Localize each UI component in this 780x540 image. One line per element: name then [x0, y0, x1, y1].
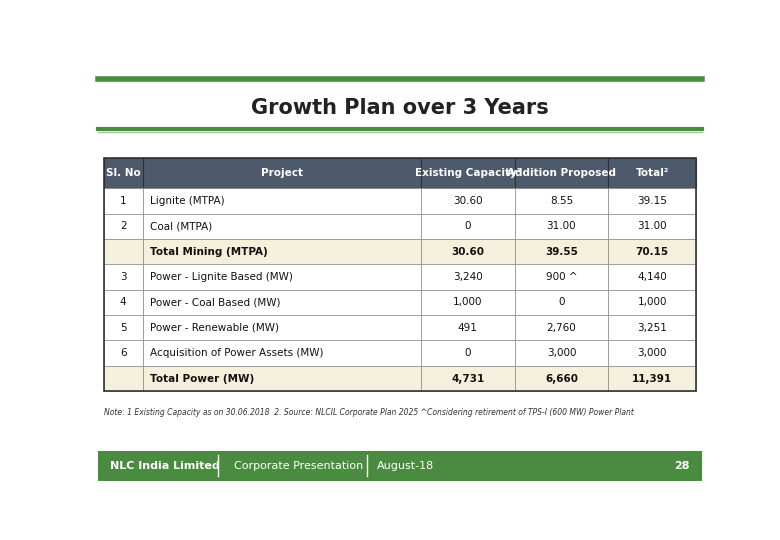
FancyBboxPatch shape: [608, 188, 696, 214]
Text: Power - Lignite Based (MW): Power - Lignite Based (MW): [150, 272, 293, 282]
Text: 39.15: 39.15: [637, 196, 667, 206]
FancyBboxPatch shape: [608, 158, 696, 188]
FancyBboxPatch shape: [515, 158, 608, 188]
FancyBboxPatch shape: [104, 366, 143, 391]
Text: Total²: Total²: [636, 168, 668, 178]
FancyBboxPatch shape: [98, 451, 702, 481]
Text: 1: 1: [120, 196, 126, 206]
FancyBboxPatch shape: [143, 366, 421, 391]
Text: 0: 0: [558, 298, 565, 307]
Text: 3,240: 3,240: [453, 272, 483, 282]
Text: 8.55: 8.55: [550, 196, 573, 206]
Text: 6: 6: [120, 348, 126, 358]
FancyBboxPatch shape: [421, 214, 515, 239]
FancyBboxPatch shape: [421, 341, 515, 366]
Text: Lignite (MTPA): Lignite (MTPA): [150, 196, 225, 206]
Text: 70.15: 70.15: [636, 247, 668, 256]
FancyBboxPatch shape: [104, 158, 143, 188]
FancyBboxPatch shape: [104, 239, 143, 265]
Text: 28: 28: [675, 461, 690, 471]
Text: Project: Project: [261, 168, 303, 178]
Text: Note: 1 Existing Capacity as on 30.06.2018  2. Source: NLCIL Corporate Plan 2025: Note: 1 Existing Capacity as on 30.06.20…: [104, 408, 633, 417]
FancyBboxPatch shape: [608, 214, 696, 239]
FancyBboxPatch shape: [104, 214, 143, 239]
FancyBboxPatch shape: [515, 188, 608, 214]
FancyBboxPatch shape: [143, 188, 421, 214]
FancyBboxPatch shape: [143, 158, 421, 188]
Text: NLC India Limited: NLC India Limited: [109, 461, 219, 471]
Text: Power - Renewable (MW): Power - Renewable (MW): [150, 323, 279, 333]
Text: Total Power (MW): Total Power (MW): [150, 374, 254, 383]
FancyBboxPatch shape: [608, 366, 696, 391]
Text: 6,660: 6,660: [545, 374, 578, 383]
Text: 1,000: 1,000: [637, 298, 667, 307]
Text: 4,140: 4,140: [637, 272, 667, 282]
Text: Power - Coal Based (MW): Power - Coal Based (MW): [150, 298, 281, 307]
Text: 5: 5: [120, 323, 126, 333]
Text: 3,000: 3,000: [547, 348, 576, 358]
Text: 3,251: 3,251: [637, 323, 667, 333]
Text: 0: 0: [465, 221, 471, 231]
Text: August-18: August-18: [377, 461, 434, 471]
Text: Existing Capacity¹: Existing Capacity¹: [415, 168, 521, 178]
Text: 3,000: 3,000: [637, 348, 667, 358]
Text: Growth Plan over 3 Years: Growth Plan over 3 Years: [251, 98, 548, 118]
FancyBboxPatch shape: [421, 239, 515, 265]
FancyBboxPatch shape: [421, 290, 515, 315]
Text: Corporate Presentation: Corporate Presentation: [233, 461, 363, 471]
FancyBboxPatch shape: [515, 315, 608, 341]
Text: 1,000: 1,000: [453, 298, 483, 307]
Text: 491: 491: [458, 323, 477, 333]
FancyBboxPatch shape: [104, 341, 143, 366]
Text: 39.55: 39.55: [545, 247, 578, 256]
FancyBboxPatch shape: [421, 366, 515, 391]
FancyBboxPatch shape: [104, 315, 143, 341]
FancyBboxPatch shape: [421, 158, 515, 188]
FancyBboxPatch shape: [608, 290, 696, 315]
Text: 4: 4: [120, 298, 126, 307]
FancyBboxPatch shape: [143, 214, 421, 239]
FancyBboxPatch shape: [515, 214, 608, 239]
FancyBboxPatch shape: [143, 290, 421, 315]
Text: Coal (MTPA): Coal (MTPA): [150, 221, 212, 231]
FancyBboxPatch shape: [421, 188, 515, 214]
FancyBboxPatch shape: [104, 265, 143, 290]
Text: 30.60: 30.60: [453, 196, 483, 206]
FancyBboxPatch shape: [143, 315, 421, 341]
Text: 4,731: 4,731: [451, 374, 484, 383]
Text: 31.00: 31.00: [547, 221, 576, 231]
FancyBboxPatch shape: [515, 341, 608, 366]
Text: 11,391: 11,391: [632, 374, 672, 383]
FancyBboxPatch shape: [515, 290, 608, 315]
FancyBboxPatch shape: [515, 239, 608, 265]
FancyBboxPatch shape: [104, 290, 143, 315]
Text: 30.60: 30.60: [452, 247, 484, 256]
FancyBboxPatch shape: [515, 265, 608, 290]
FancyBboxPatch shape: [143, 239, 421, 265]
FancyBboxPatch shape: [421, 315, 515, 341]
Text: 3: 3: [120, 272, 126, 282]
Text: 31.00: 31.00: [637, 221, 667, 231]
FancyBboxPatch shape: [143, 341, 421, 366]
Text: Acquisition of Power Assets (MW): Acquisition of Power Assets (MW): [150, 348, 324, 358]
Text: Total Mining (MTPA): Total Mining (MTPA): [150, 247, 268, 256]
FancyBboxPatch shape: [104, 188, 143, 214]
Text: Addition Proposed: Addition Proposed: [507, 168, 616, 178]
FancyBboxPatch shape: [608, 341, 696, 366]
Text: 900 ^: 900 ^: [546, 272, 577, 282]
FancyBboxPatch shape: [515, 366, 608, 391]
FancyBboxPatch shape: [421, 265, 515, 290]
Text: 2: 2: [120, 221, 126, 231]
Text: Sl. No: Sl. No: [106, 168, 140, 178]
FancyBboxPatch shape: [143, 265, 421, 290]
FancyBboxPatch shape: [608, 265, 696, 290]
FancyBboxPatch shape: [608, 315, 696, 341]
Text: 2,760: 2,760: [547, 323, 576, 333]
FancyBboxPatch shape: [608, 239, 696, 265]
Text: 0: 0: [465, 348, 471, 358]
